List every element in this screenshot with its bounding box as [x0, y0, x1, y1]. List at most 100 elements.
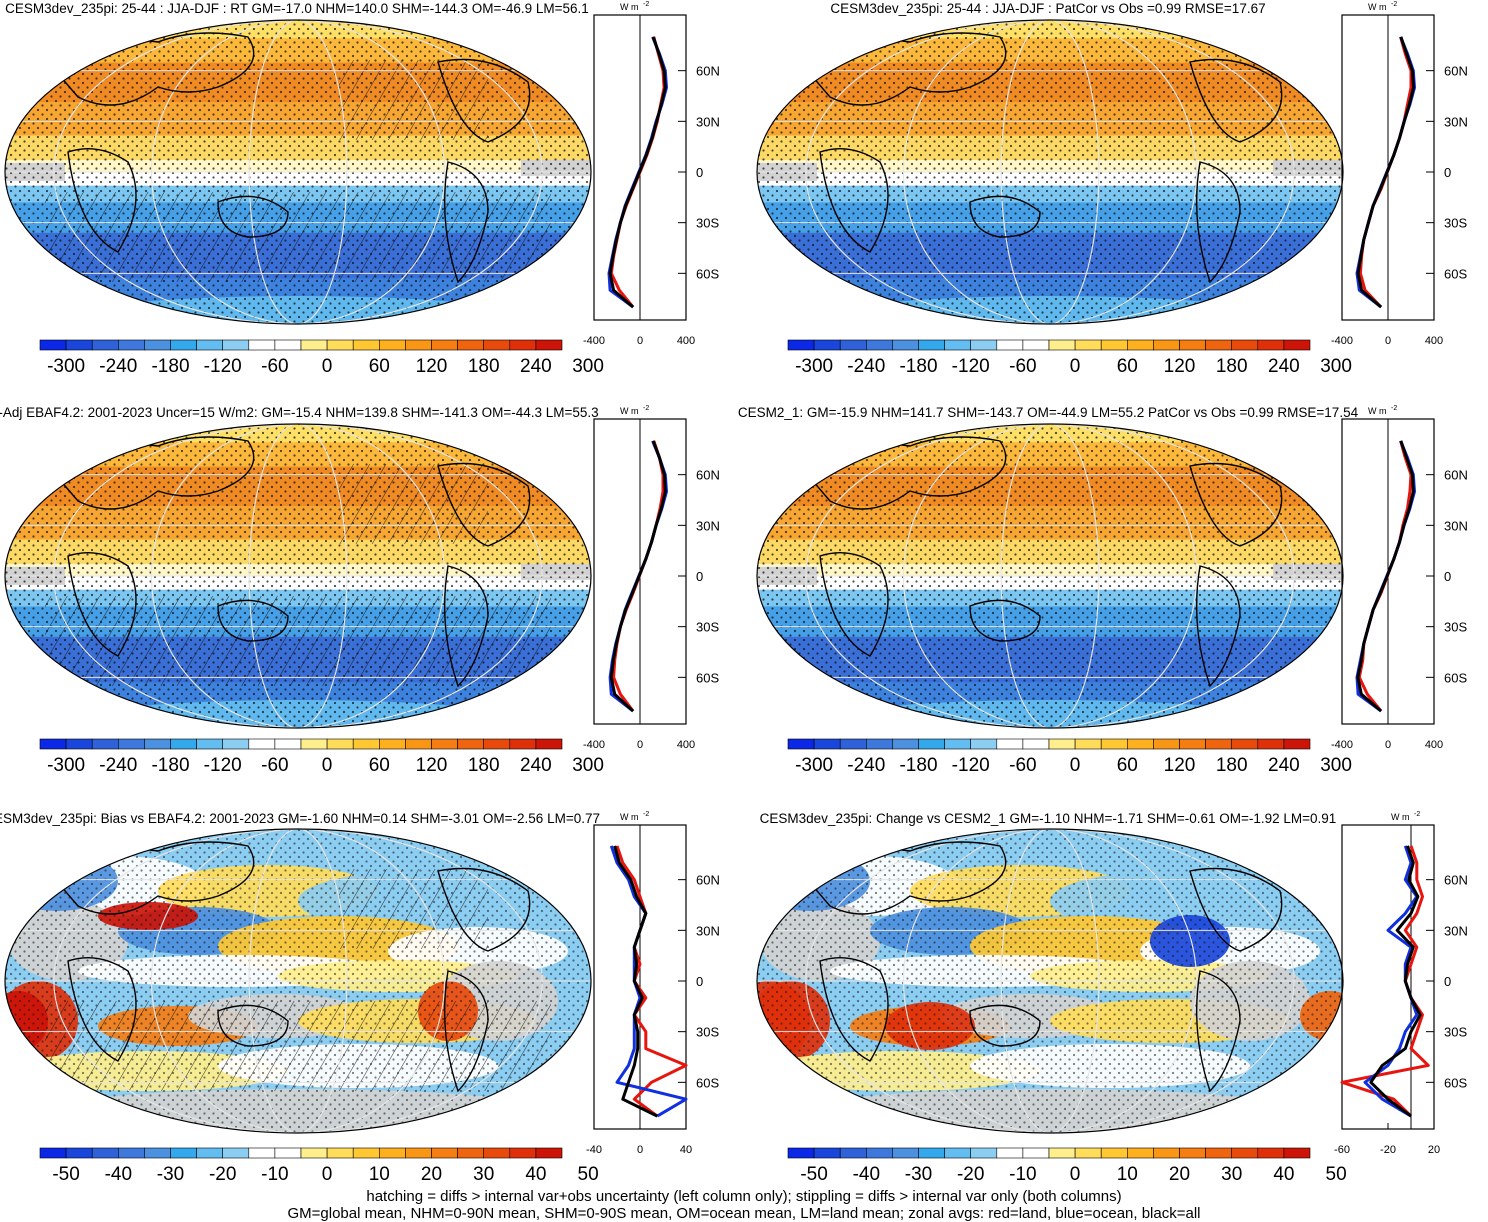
colorbar: -50 -40 -30 -20 -10 0 10 20 30 40 50 [787, 1147, 1347, 1185]
footer-line-2: GM=global mean, NHM=0-90N mean, SHM=0-90… [287, 1205, 1201, 1222]
colorbar-tick-label: -30 [905, 1164, 932, 1185]
coastline [67, 147, 137, 253]
colorbar-tick-label: -300 [47, 356, 85, 377]
footer-line-1: hatching = diffs > internal var+obs unce… [366, 1188, 1122, 1205]
x-tick-label: -400 [1331, 335, 1353, 347]
colorbar-tick-label: -10 [261, 1164, 288, 1185]
colorbar-tick-label: 30 [473, 1164, 494, 1185]
x-tick-label: 400 [1425, 335, 1443, 347]
graticule-lon [248, 829, 348, 1133]
colorbar-swatch [787, 339, 815, 351]
colorbar-swatch [944, 339, 972, 351]
colorbar-swatch [196, 1147, 224, 1159]
colorbar-swatch [509, 339, 537, 351]
colorbar-swatch [248, 339, 276, 351]
colorbar-tick-label: 180 [1216, 755, 1248, 776]
zonal-mean-plot: W m -2 60N 30N 0 30S 60S -400 0 400 [583, 405, 720, 751]
map [757, 20, 1343, 324]
colorbar-swatch [996, 339, 1024, 351]
lat-tick-label: 30N [1444, 518, 1468, 533]
map-border [756, 423, 1344, 729]
colorbar-swatch [405, 339, 432, 351]
colorbar-swatch [378, 339, 406, 351]
colorbar-swatch [1126, 339, 1154, 351]
x-tick-label: -20 [1380, 1144, 1396, 1156]
x-tick-label: 40 [680, 1144, 692, 1156]
colorbar-swatch [813, 339, 841, 351]
colorbar-tick-label: 0 [322, 1164, 333, 1185]
colorbar-swatch [300, 1147, 328, 1159]
colorbar-swatch [1205, 339, 1233, 351]
colorbar-tick-label: 20 [421, 1164, 442, 1185]
colorbar-swatch [118, 1147, 145, 1159]
panel-5: ESM3dev_235pi: Bias vs EBAF4.2: 2001-202… [0, 811, 720, 1185]
graticule-lon [248, 20, 348, 324]
x-tick-label: 0 [1385, 335, 1391, 347]
colorbar-swatch [535, 1147, 563, 1159]
coastline [1189, 58, 1283, 143]
colorbar-tick-label: 10 [369, 1164, 390, 1185]
zonal-line-ocean [1363, 845, 1419, 1118]
panel-1: CESM3dev_235pi: 25-44 : JJA-DJF : RT GM=… [4, 1, 720, 377]
colorbar-swatch [1022, 738, 1050, 750]
colorbar-swatch [787, 738, 815, 750]
colorbar-swatch [248, 1147, 276, 1159]
coastline [437, 58, 531, 143]
colorbar-tick-label: 60 [1117, 755, 1138, 776]
lat-tick-label: 0 [696, 165, 703, 180]
hatching [338, 869, 488, 949]
map [757, 829, 1343, 1133]
colorbar-swatch [274, 738, 302, 750]
colorbar-swatch [39, 738, 67, 750]
colorbar-swatch [457, 339, 485, 351]
lat-tick-label: 30N [696, 114, 720, 129]
lat-tick-label: 60N [696, 873, 720, 888]
colorbar-swatch [866, 1147, 893, 1159]
hatching [45, 192, 551, 282]
lat-tick-label: 0 [1444, 974, 1451, 989]
map [5, 424, 591, 728]
x-tick-label: 400 [1425, 739, 1443, 751]
coastline [443, 970, 489, 1093]
lat-tick-label: 60N [696, 64, 720, 79]
colorbar-swatch [1048, 738, 1076, 750]
zonal-line-all [1356, 36, 1415, 309]
colorbar-swatch [918, 339, 945, 351]
coastline [969, 1004, 1041, 1047]
colorbar-swatch [326, 1147, 354, 1159]
colorbar-swatch [352, 1147, 380, 1159]
colorbar-swatch [405, 1147, 432, 1159]
colorbar-tick-label: 120 [416, 755, 448, 776]
colorbar-tick-label: 300 [1320, 356, 1352, 377]
map-border [756, 19, 1344, 325]
colorbar-tick-label: -60 [1009, 755, 1036, 776]
panel-6: CESM3dev_235pi: Change vs CESM2_1 GM=-1.… [756, 811, 1468, 1185]
colorbar-swatch [144, 339, 171, 351]
colorbar-swatch [996, 1147, 1024, 1159]
colorbar-tick-label: -300 [47, 755, 85, 776]
lat-tick-label: 0 [1444, 165, 1451, 180]
colorbar-swatch [326, 339, 354, 351]
coastline [1189, 867, 1283, 952]
colorbar: -300 -240 -180 -120 -60 0 60 120 180 240 300 [39, 339, 604, 377]
graticule-lon [53, 829, 543, 1133]
x-tick-label: -40 [586, 1144, 602, 1156]
lat-tick-label: 30N [1444, 114, 1468, 129]
lat-tick-label: 30S [696, 1025, 719, 1040]
colorbar-tick-label: 50 [578, 1164, 599, 1185]
colorbar-swatch [39, 339, 67, 351]
colorbar-tick-label: 0 [1070, 356, 1081, 377]
graticule-lon [805, 20, 1295, 324]
colorbar-swatch [1100, 1147, 1128, 1159]
map-border [4, 828, 592, 1134]
hatching [338, 60, 488, 140]
colorbar-tick-label: -240 [847, 356, 885, 377]
colorbar-swatch [1022, 1147, 1050, 1159]
colorbar-tick-label: -40 [853, 1164, 880, 1185]
colorbar-tick-label: 300 [572, 356, 604, 377]
colorbar-swatch [1283, 339, 1311, 351]
colorbar-swatch [918, 738, 945, 750]
colorbar-swatch [813, 1147, 841, 1159]
graticule-lon [53, 20, 543, 324]
colorbar-swatch [1179, 1147, 1206, 1159]
